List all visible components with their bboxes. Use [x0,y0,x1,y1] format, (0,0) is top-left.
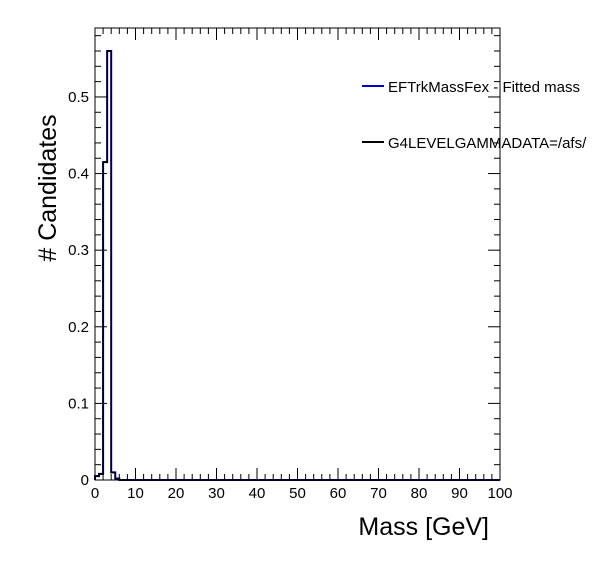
x-tick-label: 80 [411,485,428,502]
y-tick-label: 0.3 [68,242,89,259]
y-tick-label: 0.1 [68,395,89,412]
y-tick-label: 0.4 [68,166,89,183]
x-tick-label: 70 [370,485,387,502]
x-tick-label: 30 [208,485,225,502]
y-axis-title: # Candidates [34,114,62,261]
y-tick-label: 0 [81,472,89,489]
x-tick-label: 50 [289,485,306,502]
legend-label-g4level: G4LEVELGAMMADATA=/afs/ [388,135,587,152]
x-tick-label: 20 [168,485,185,502]
x-axis-title: Mass [GeV] [358,513,489,541]
y-tick-label: 0.2 [68,319,89,336]
y-tick-label: 0.5 [68,89,89,106]
legend-label-fitted-mass: EFTrkMassFex - Fitted mass [388,79,580,96]
x-tick-label: 60 [330,485,347,502]
x-tick-label: 90 [451,485,468,502]
x-tick-label: 10 [127,485,144,502]
x-tick-label: 40 [249,485,266,502]
x-tick-label: 100 [487,485,512,502]
x-tick-label: 0 [91,485,99,502]
legend: EFTrkMassFex - Fitted mass G4LEVELGAMMAD… [362,79,587,152]
